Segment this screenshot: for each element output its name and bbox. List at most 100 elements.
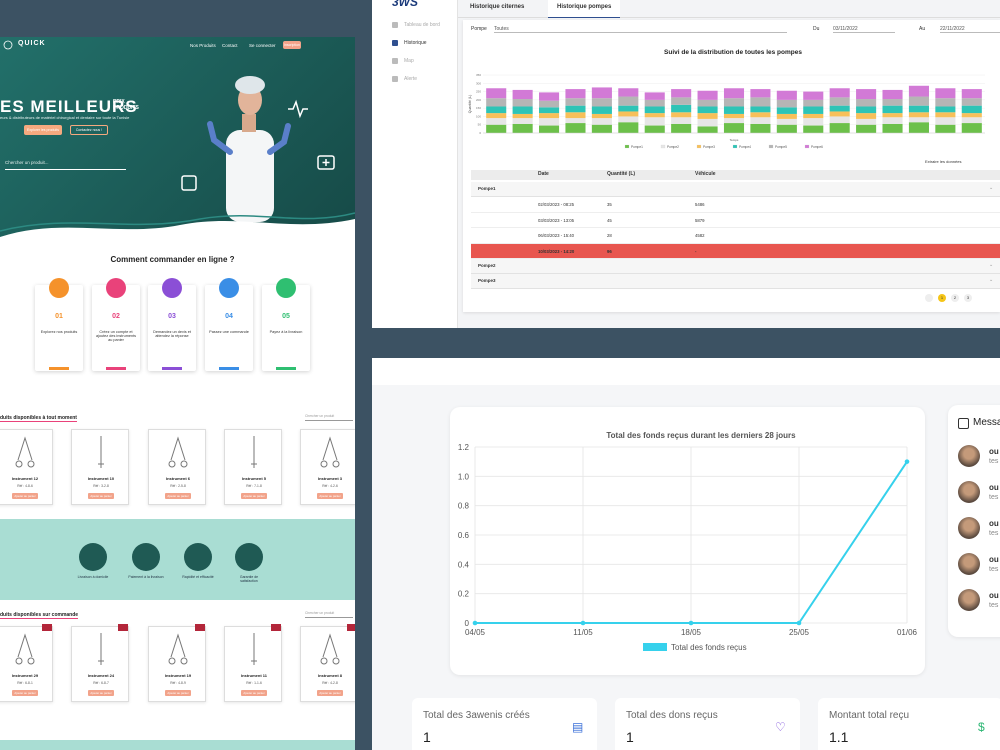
add-button[interactable]: Ajouter au panier xyxy=(241,493,267,499)
section-search[interactable]: Chercher un produit xyxy=(305,414,353,421)
feature-label: Livraison à domicile xyxy=(77,575,109,579)
add-button[interactable]: Ajouter au panier xyxy=(241,690,267,696)
page-button[interactable]: 3 xyxy=(964,294,972,302)
product-image xyxy=(15,633,35,665)
bar-segment xyxy=(829,88,850,98)
menu-icon xyxy=(392,76,398,82)
page-prev xyxy=(925,294,933,302)
add-button[interactable]: Ajouter au panier xyxy=(88,493,114,499)
bar-segment xyxy=(591,124,612,133)
step-number: 03 xyxy=(168,313,176,320)
menu-item[interactable]: Map xyxy=(404,58,414,64)
product-ref: Réf : 6-8-1 xyxy=(17,681,33,685)
nav-button[interactable]: Inscription xyxy=(283,41,301,49)
neck xyxy=(242,114,256,132)
add-button[interactable]: Ajouter au panier xyxy=(165,493,191,499)
product-ref: Réf : 6-8-7 xyxy=(93,681,109,685)
add-button[interactable]: Ajouter au panier xyxy=(12,493,38,499)
step-icon xyxy=(162,278,182,298)
product-name: Instrument 5 xyxy=(241,476,266,481)
product-image xyxy=(320,436,340,468)
group-row xyxy=(471,274,1000,289)
bar-segment xyxy=(750,117,771,124)
tab[interactable]: Historique pompes xyxy=(557,4,612,10)
website-panel: QUICK Nos Produits Contact Se connecter Insc… xyxy=(0,37,355,750)
bar-segment xyxy=(539,107,560,114)
column-header: Véhicule xyxy=(695,171,716,177)
section-search[interactable]: Chercher un produit xyxy=(305,611,353,618)
page-button[interactable]: 2 xyxy=(951,294,959,302)
x-tick-label: 18/05 xyxy=(681,628,702,637)
message-sender[interactable]: ou xyxy=(989,591,999,600)
menu-item[interactable]: Tableau de bord xyxy=(404,22,440,28)
add-button[interactable]: Ajouter au panier xyxy=(12,690,38,696)
add-button[interactable]: Ajouter au panier xyxy=(165,690,191,696)
page-button[interactable]: 1 xyxy=(938,294,946,302)
tab[interactable]: Historique citernes xyxy=(470,4,525,10)
product-ref: Réf : 1-1-6 xyxy=(246,681,262,685)
message-sender[interactable]: ou xyxy=(989,519,999,528)
bar-segment xyxy=(618,111,639,117)
bar-segment xyxy=(697,126,718,133)
feature-label: Rapidité et efficacité xyxy=(182,575,214,579)
bar-segment xyxy=(882,113,903,118)
y-tick-label: 0 xyxy=(465,619,470,628)
message-sender[interactable]: ou xyxy=(989,483,999,492)
add-button[interactable]: Ajouter au panier xyxy=(317,493,343,499)
x-tick-label: 04/05 xyxy=(465,628,486,637)
x-axis-label: Temps xyxy=(730,138,739,142)
filter-value[interactable]: 03/11/2022 xyxy=(833,26,895,33)
hero-button[interactable]: Contactez nous ! xyxy=(70,125,108,135)
y-tick-label: 50 xyxy=(478,123,482,127)
product-name: Instrument 6 xyxy=(165,476,190,481)
bar-segment xyxy=(723,106,745,114)
instrument-shape xyxy=(98,633,104,665)
y-tick-label: 0.2 xyxy=(458,590,470,599)
step-text: Créez un compte et ajoutez des instrumen… xyxy=(95,330,137,342)
menu-item[interactable]: Historique xyxy=(404,40,427,46)
nav-link[interactable]: Contact xyxy=(222,43,238,48)
bar-segment xyxy=(961,113,982,118)
sidebar: 3WS Tableau de bord Historique Map Alerte xyxy=(372,0,458,328)
add-button[interactable]: Ajouter au panier xyxy=(317,690,343,696)
message-sender[interactable]: ou xyxy=(989,555,999,564)
step-bar xyxy=(106,367,126,370)
bar-segment xyxy=(935,117,956,125)
nav-link[interactable]: Nos Produits xyxy=(190,43,216,48)
group-name[interactable]: Pompe1 xyxy=(478,186,496,191)
bar-segment xyxy=(776,118,797,125)
step-card: 01 Explorez nos produits xyxy=(35,285,83,371)
bar-segment xyxy=(829,111,850,117)
stat-label: Total des dons reçus xyxy=(626,710,718,721)
instrument-shape xyxy=(320,436,340,468)
group-name[interactable]: Pompe3 xyxy=(478,278,496,283)
order-badge xyxy=(118,624,128,631)
group-name[interactable]: Pompe2 xyxy=(478,263,496,268)
hero-subtitle: eurs & distributeurs de matériel chirurg… xyxy=(0,115,130,120)
menu-item[interactable]: Alerte xyxy=(404,76,418,82)
bar-segment xyxy=(750,106,771,113)
y-axis-label: Quantité (L) xyxy=(468,95,472,113)
legend-label: Pompe4 xyxy=(739,145,751,149)
bar-segment xyxy=(512,89,533,100)
filter-value[interactable]: Toutes xyxy=(494,26,787,33)
legend-swatch xyxy=(643,643,667,651)
avatar xyxy=(958,445,980,467)
instrument-shape xyxy=(15,436,35,468)
cell: 03/03/2023 - 13:05 xyxy=(538,217,575,223)
message-sender[interactable]: ou xyxy=(989,447,999,456)
add-button[interactable]: Ajouter au panier xyxy=(88,690,114,696)
bar-segment xyxy=(697,113,718,119)
legend-label: Pompe1 xyxy=(631,145,643,149)
instrument-shape xyxy=(251,436,257,468)
hero-search[interactable]: Chercher un produit... xyxy=(5,160,126,170)
nav-link[interactable]: Se connecter xyxy=(249,43,276,48)
step-icon xyxy=(49,278,69,298)
step-text: Explorez nos produits xyxy=(40,330,78,334)
filter-value[interactable]: 22/11/2022 xyxy=(940,26,1000,33)
hero-button[interactable]: Explorer les produits xyxy=(24,125,62,135)
alert-row xyxy=(471,243,1000,259)
export-link[interactable]: Extraire les données xyxy=(925,159,962,164)
stat-label: Total des 3awenis créés xyxy=(423,710,530,721)
footer-band xyxy=(0,740,355,750)
